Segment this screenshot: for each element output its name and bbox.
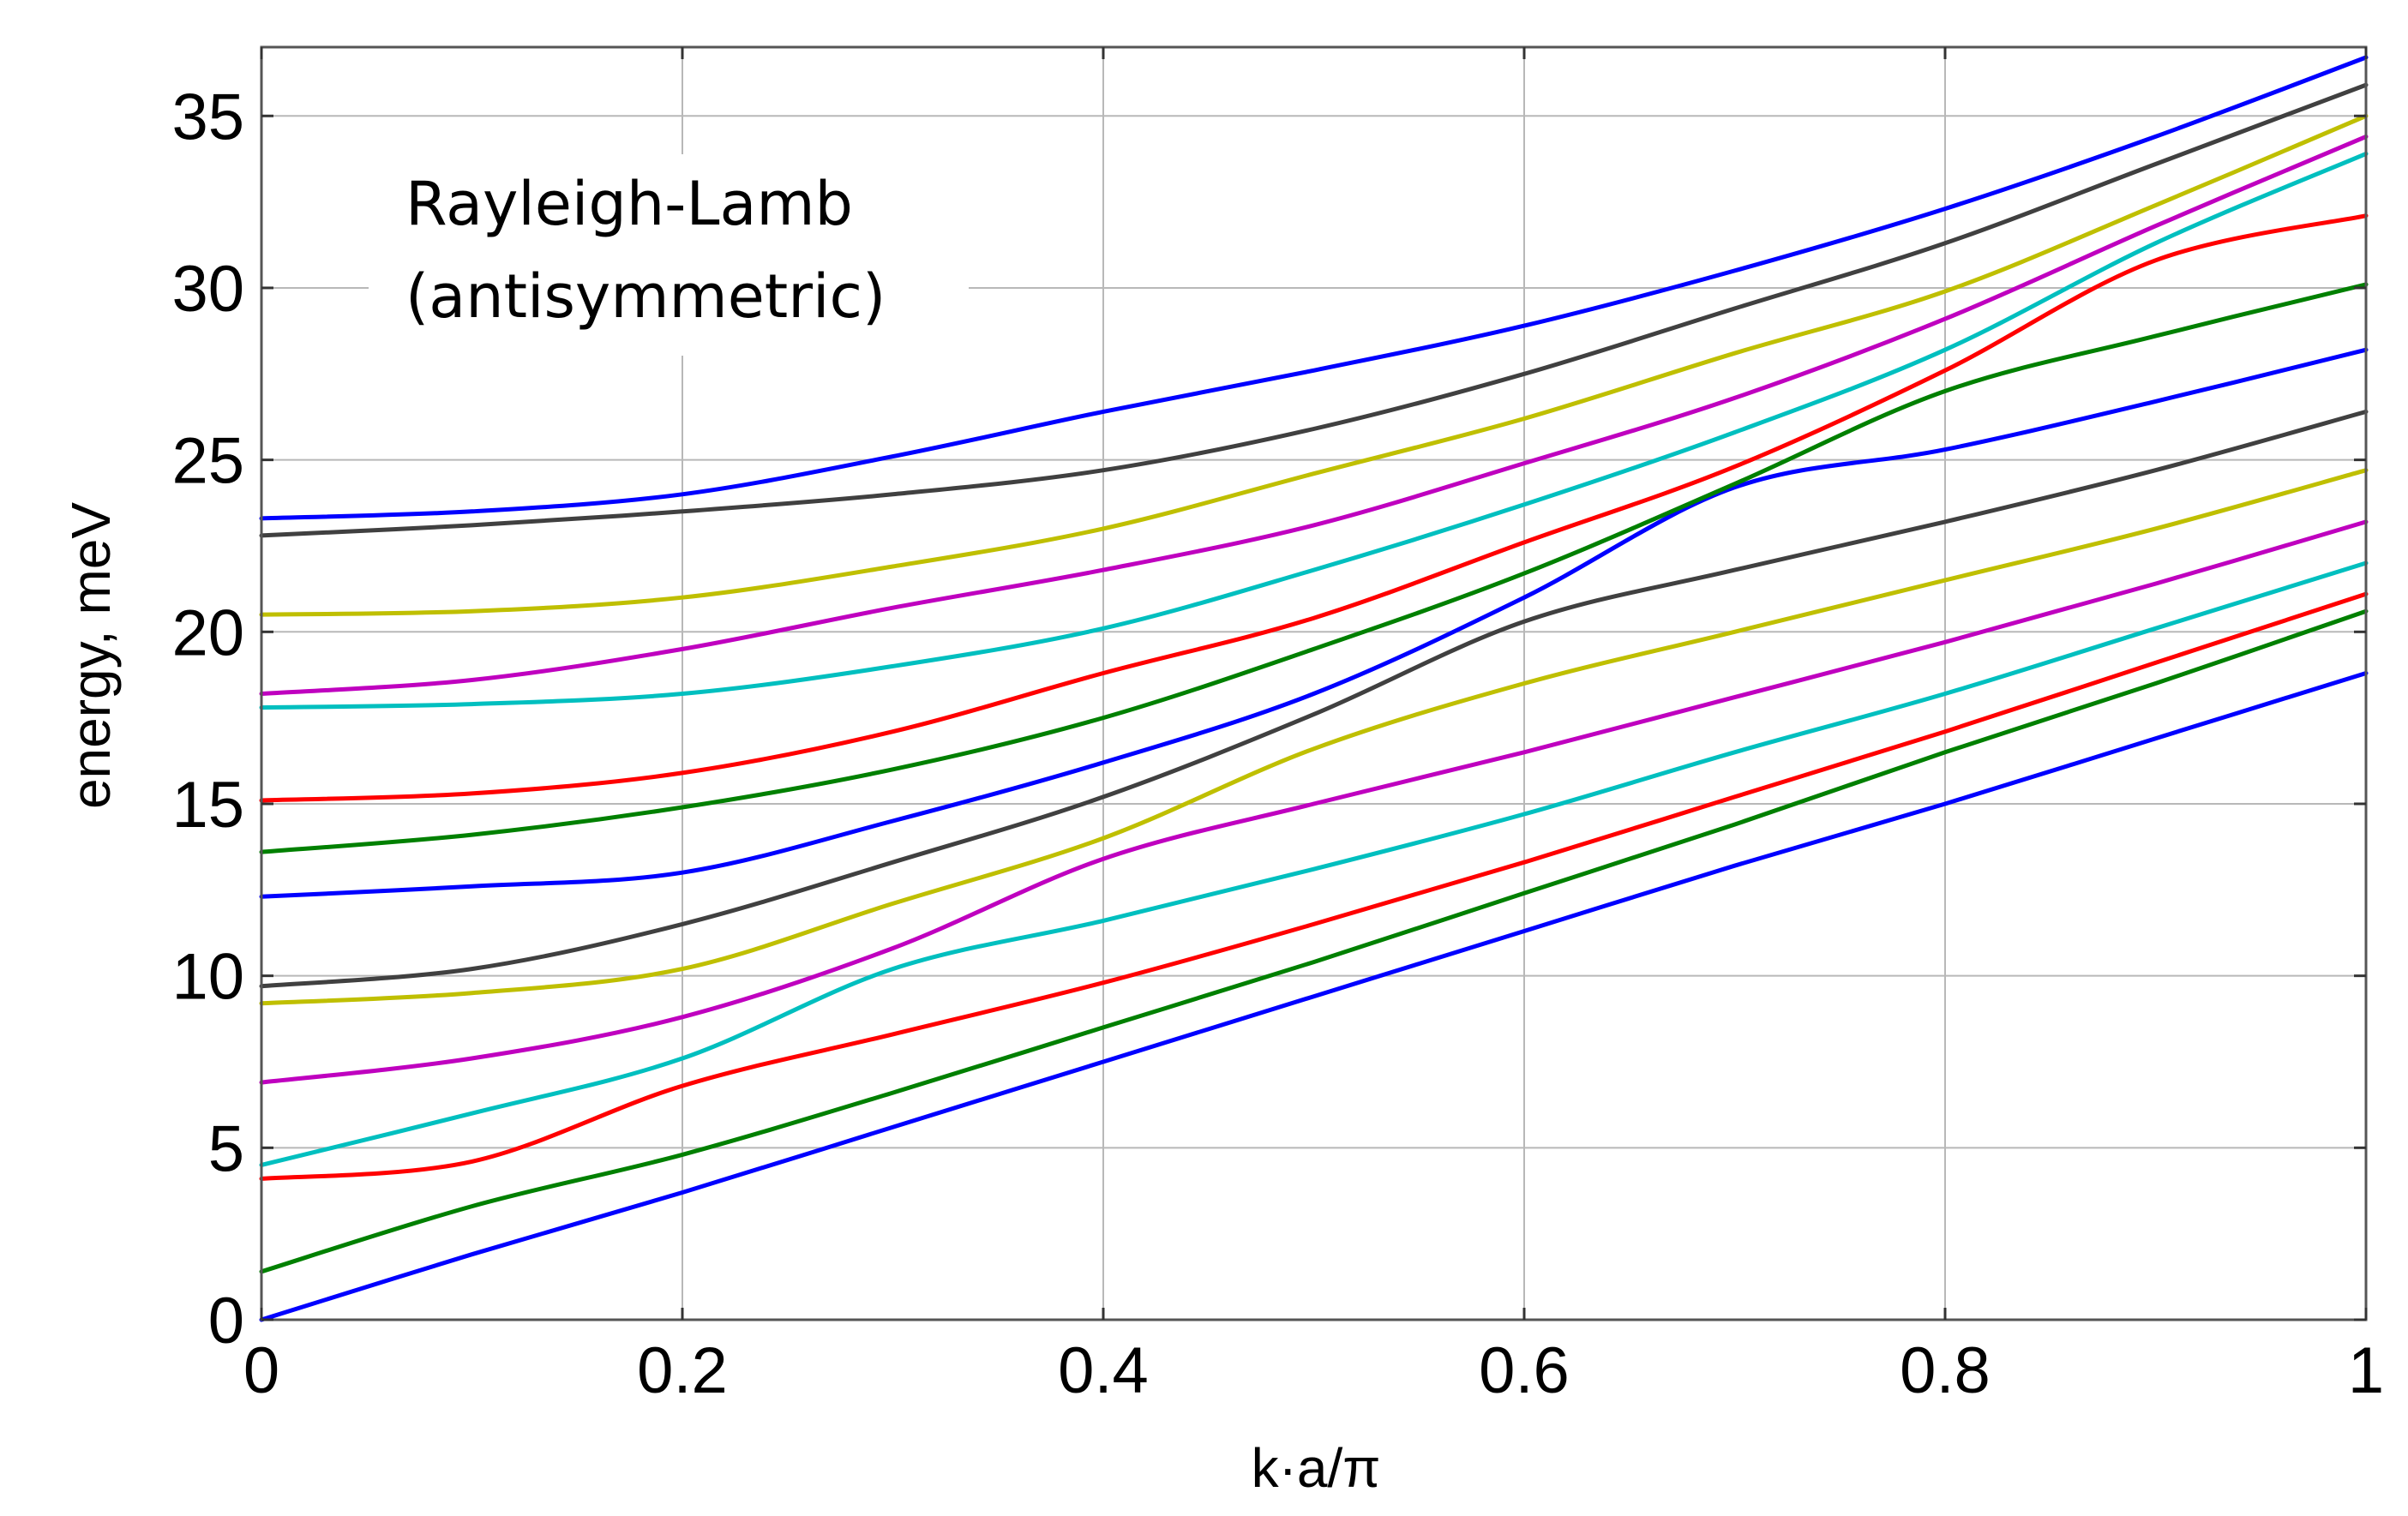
plot-frame xyxy=(260,45,2368,1321)
series-line-2 xyxy=(259,608,2369,1274)
series-line-5 xyxy=(259,519,2369,1085)
series-line-14 xyxy=(259,82,2369,538)
series-line-8 xyxy=(259,347,2369,899)
x-tick-label: 1 xyxy=(2348,1334,2384,1407)
series-line-12 xyxy=(259,134,2369,696)
y-tick-label: 20 xyxy=(171,596,244,669)
x-tick-label: 0.4 xyxy=(1058,1334,1149,1407)
series-line-1 xyxy=(259,671,2369,1322)
x-tick-label: 0.6 xyxy=(1479,1334,1570,1407)
x-tick-label: 0 xyxy=(243,1334,279,1407)
series-line-15 xyxy=(259,55,2369,521)
y-tick-label: 35 xyxy=(171,81,244,153)
y-tick-label: 0 xyxy=(208,1285,244,1357)
x-tick-labels: 0 0.2 0.4 0.6 0.8 1 xyxy=(243,1334,2384,1407)
y-tick-labels: 0 5 10 15 20 25 30 35 xyxy=(171,81,244,1357)
y-axis-label: energy, meV xyxy=(60,502,122,809)
axis-ticks xyxy=(260,47,2368,1321)
y-tick-label: 15 xyxy=(171,769,244,842)
series-line-3 xyxy=(259,591,2369,1181)
x-tick-label: 0.2 xyxy=(637,1334,728,1407)
series-group xyxy=(259,55,2369,1322)
y-tick-label: 5 xyxy=(208,1112,244,1185)
annotation-line-1: Rayleigh-Lamb xyxy=(405,169,853,239)
series-line-13 xyxy=(259,113,2369,617)
x-axis-label: k·a/π xyxy=(1252,1437,1381,1499)
x-tick-label: 0.8 xyxy=(1900,1334,1991,1407)
series-line-6 xyxy=(259,468,2369,1006)
y-tick-label: 10 xyxy=(171,941,244,1014)
annotation-line-2: (antisymmetric) xyxy=(405,261,886,332)
series-line-7 xyxy=(259,409,2369,989)
series-line-11 xyxy=(259,151,2369,710)
series-line-4 xyxy=(259,560,2369,1167)
y-tick-label: 25 xyxy=(171,425,244,498)
annotation-background xyxy=(369,154,969,356)
series-line-10 xyxy=(259,213,2369,803)
y-tick-label: 30 xyxy=(171,253,244,326)
series-line-9 xyxy=(259,282,2369,854)
